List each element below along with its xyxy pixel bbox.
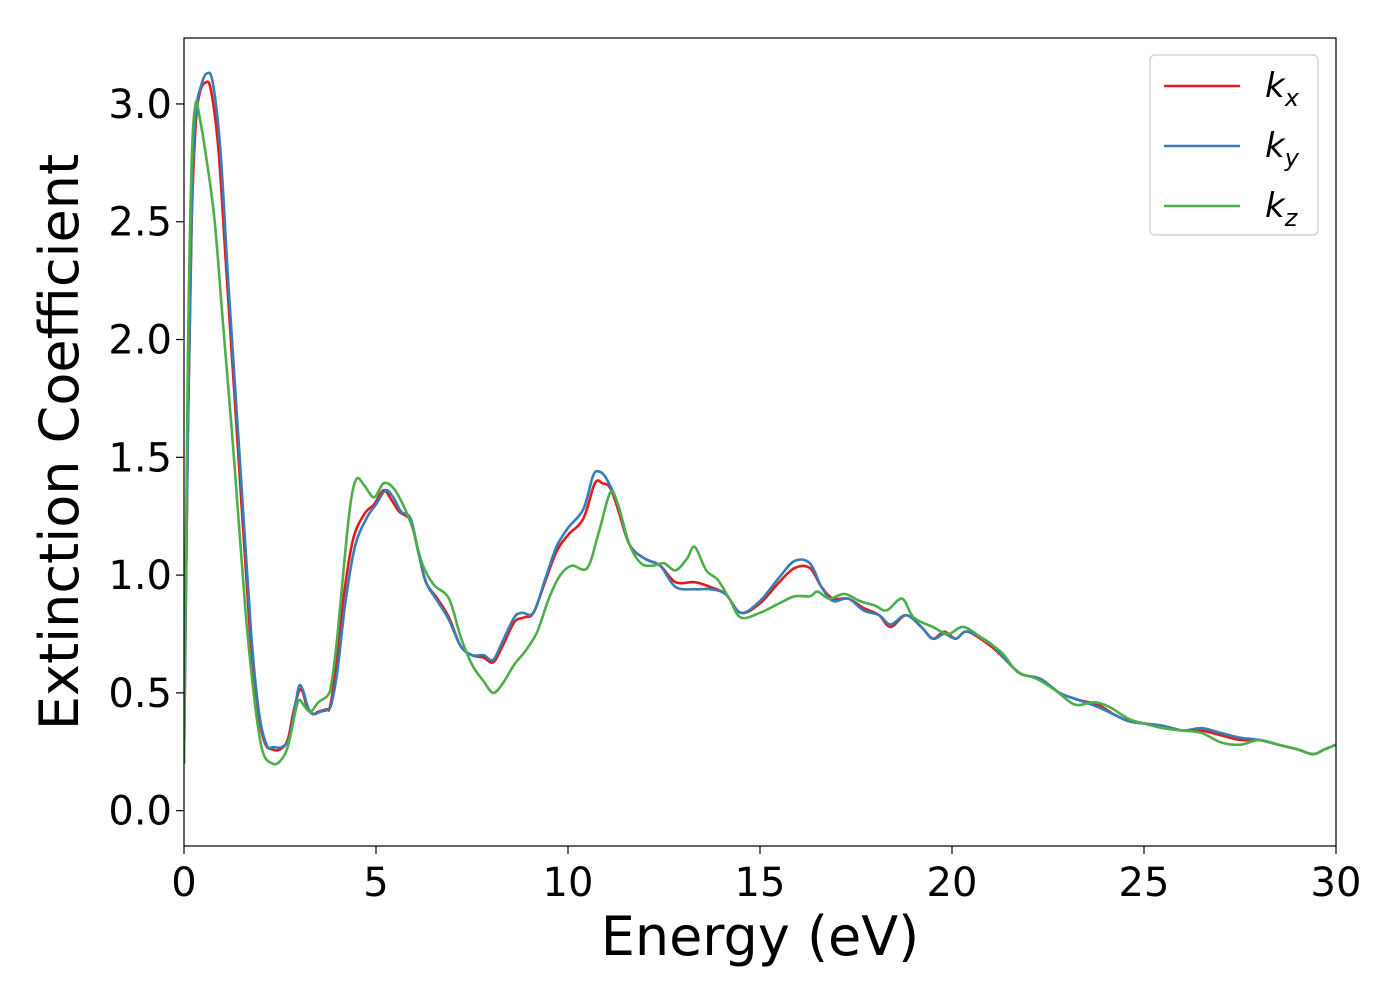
x-axis: 0 5 10 15 20 25 30: [171, 846, 1361, 906]
series-line-kz: [184, 99, 1336, 766]
x-tick-label: 10: [543, 860, 594, 906]
x-axis-label: Energy (eV): [601, 905, 920, 968]
y-tick-label: 1.0: [108, 553, 172, 599]
y-tick-label: 2.0: [108, 318, 172, 364]
series-layer: [184, 71, 1336, 766]
y-tick-label: 3.0: [108, 82, 172, 128]
y-axis: 0.0 0.5 1.0 1.5 2.0 2.5 3.0: [108, 82, 184, 835]
y-tick-label: 0.0: [108, 789, 172, 835]
series-line-ky: [184, 71, 1336, 764]
x-tick-label: 0: [171, 860, 196, 906]
y-tick-label: 2.5: [108, 200, 172, 246]
x-tick-label: 5: [363, 860, 388, 906]
x-tick-label: 25: [1119, 860, 1170, 906]
x-tick-label: 30: [1311, 860, 1362, 906]
y-tick-label: 0.5: [108, 671, 172, 717]
x-tick-label: 15: [735, 860, 786, 906]
x-tick-label: 20: [927, 860, 978, 906]
y-axis-label: Extinction Coefficient: [28, 154, 91, 730]
y-tick-label: 1.5: [108, 435, 172, 481]
